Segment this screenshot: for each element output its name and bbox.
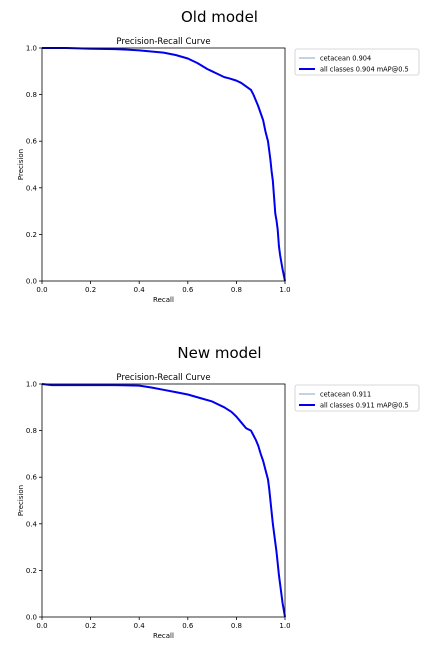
y-tick-label: 0.8	[26, 91, 37, 99]
plot-frame	[41, 47, 286, 282]
legend-label-2: all classes 0.911 mAP@0.5	[320, 402, 409, 410]
x-tick-label: 0.0	[36, 622, 47, 630]
y-tick-label: 0.8	[26, 427, 37, 435]
y-tick-label: 0.6	[26, 474, 38, 482]
legend-box	[294, 384, 420, 412]
x-tick-label: 0.0	[36, 286, 47, 294]
series-line-1	[41, 383, 286, 618]
y-tick-label: 0.0	[26, 614, 37, 622]
y-tick-label: 1.0	[26, 45, 37, 53]
series-line-2	[42, 47, 286, 282]
x-tick-label: 0.2	[85, 622, 96, 630]
x-tick-label: 1.0	[279, 622, 290, 630]
series-line-2	[41, 383, 286, 618]
y-axis-label: Precision	[17, 485, 25, 516]
legend-label-1: cetacean 0.904	[320, 55, 371, 63]
x-tick-label: 0.6	[182, 286, 194, 294]
x-tick-label: 0.4	[134, 286, 146, 294]
y-tick-label: 0.4	[26, 184, 38, 192]
pr-curve-chart-old-model: Precision-Recall Curve 0.0 0.2 0.4 0.6 0.8 1.0…	[17, 37, 420, 304]
legend-label-1: cetacean 0.911	[320, 391, 371, 399]
x-tick-label: 0.6	[182, 622, 194, 630]
x-axis-label: Recall	[153, 296, 174, 304]
y-axis-label: Precision	[17, 149, 25, 180]
plot-title: Precision-Recall Curve	[116, 373, 210, 383]
x-tick-label: 0.8	[231, 286, 242, 294]
x-tick-label: 0.4	[134, 622, 146, 630]
y-tick-label: 1.0	[26, 381, 37, 389]
y-tick-label: 0.2	[26, 567, 37, 575]
x-tick-label: 0.2	[85, 286, 96, 294]
x-axis-label: Recall	[153, 632, 174, 640]
y-tick-label: 0.4	[26, 520, 38, 528]
plot-title: Precision-Recall Curve	[116, 37, 210, 47]
y-tick-label: 0.2	[26, 231, 37, 239]
legend-label-2: all classes 0.904 mAP@0.5	[320, 66, 409, 74]
legend-box	[294, 48, 420, 76]
panel-title-new-model: New model	[177, 344, 262, 362]
panel-title-old-model: Old model	[181, 8, 258, 26]
pr-curve-chart-new-model: Precision-Recall Curve 0.0 0.2 0.4 0.6 0.8 1.0…	[17, 373, 420, 640]
x-tick-label: 0.8	[231, 622, 242, 630]
y-tick-label: 0.0	[26, 278, 37, 286]
x-tick-label: 1.0	[279, 286, 290, 294]
plot-frame	[41, 383, 286, 618]
y-tick-label: 0.6	[26, 138, 38, 146]
series-line-1	[42, 47, 286, 282]
